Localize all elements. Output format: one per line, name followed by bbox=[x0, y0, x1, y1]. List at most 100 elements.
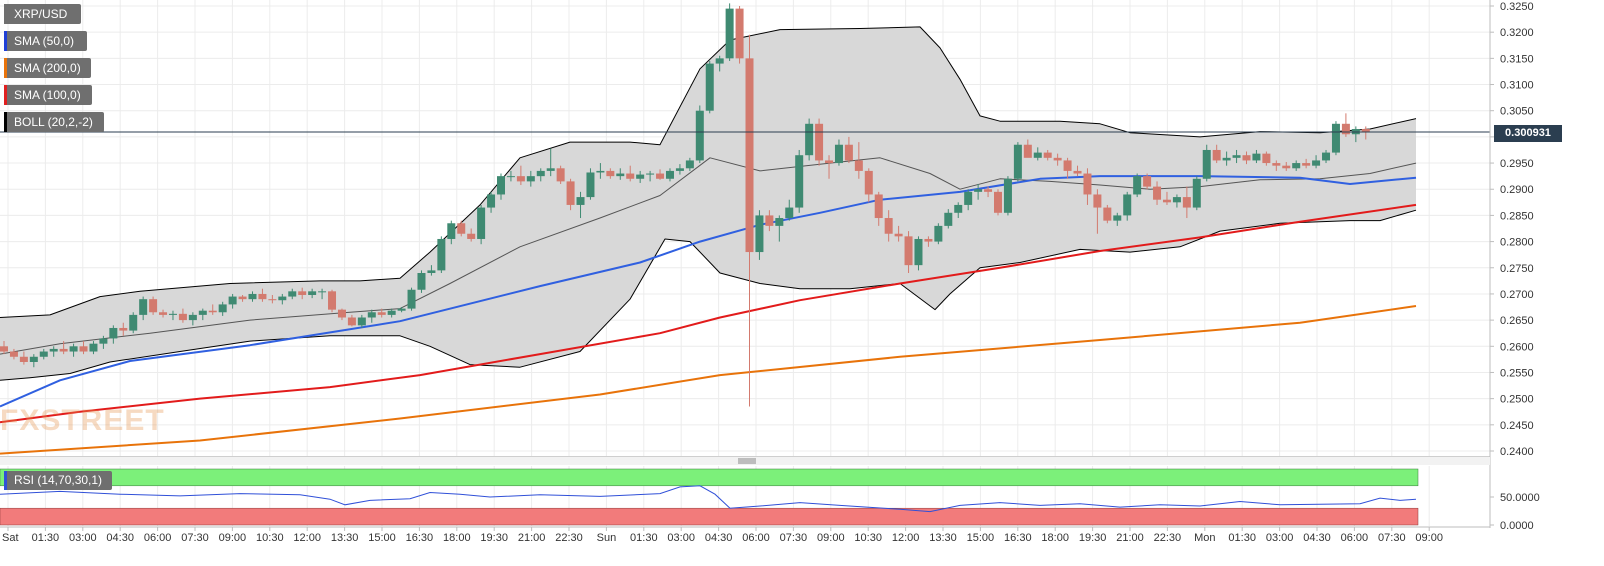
candle bbox=[29, 354, 38, 368]
y-tick-label: 0.2650 bbox=[1500, 315, 1534, 327]
candle bbox=[1252, 149, 1261, 164]
candle-body bbox=[198, 310, 207, 315]
candle bbox=[765, 210, 774, 232]
candle-body bbox=[49, 348, 58, 352]
candle-body bbox=[944, 212, 953, 226]
candle bbox=[586, 168, 595, 200]
candle-body bbox=[1262, 153, 1271, 164]
x-tick-label: Sat bbox=[2, 532, 19, 544]
candle-body bbox=[168, 313, 177, 315]
candle bbox=[685, 157, 694, 171]
candle bbox=[1123, 191, 1132, 221]
x-tick-label: 04:30 bbox=[106, 532, 134, 544]
candle bbox=[1063, 157, 1072, 179]
candles bbox=[0, 3, 1370, 407]
candle bbox=[834, 139, 843, 166]
x-tick-label: 18:00 bbox=[1041, 532, 1069, 544]
candle bbox=[1361, 126, 1370, 140]
candle bbox=[984, 186, 993, 198]
candle bbox=[526, 170, 535, 187]
rsi-legend-text: RSI (14,70,30,1) bbox=[14, 473, 103, 487]
sma-200-line bbox=[0, 305, 1417, 455]
candle bbox=[278, 293, 287, 305]
candle-body bbox=[785, 207, 794, 219]
y-tick-label: 0.3050 bbox=[1500, 106, 1534, 118]
x-tick-label: 09:00 bbox=[817, 532, 845, 544]
candle bbox=[596, 163, 605, 179]
candle bbox=[407, 287, 416, 311]
candle bbox=[854, 142, 863, 179]
candle bbox=[318, 288, 327, 300]
candle bbox=[89, 341, 98, 355]
candle-body bbox=[1083, 173, 1092, 195]
candle bbox=[715, 55, 724, 72]
candle bbox=[626, 165, 635, 182]
candle-body bbox=[328, 291, 337, 310]
candle-body bbox=[298, 291, 307, 295]
candle-body bbox=[844, 144, 853, 161]
candle bbox=[1053, 153, 1062, 166]
pane-divider-grip[interactable] bbox=[738, 458, 756, 464]
candle-body bbox=[626, 173, 635, 179]
fxstreet-watermark: FXSTREET bbox=[0, 404, 165, 437]
candle bbox=[1292, 160, 1301, 171]
candle bbox=[1103, 204, 1112, 224]
legend-item[interactable]: XRP/USD bbox=[4, 4, 81, 24]
candle-body bbox=[765, 215, 774, 226]
candle bbox=[646, 170, 655, 182]
candle bbox=[308, 288, 317, 299]
candle-body bbox=[407, 289, 416, 309]
x-tick-label: 06:00 bbox=[144, 532, 172, 544]
candle-body bbox=[914, 238, 923, 266]
candle-body bbox=[1272, 163, 1281, 166]
legend-item[interactable]: SMA (100,0) bbox=[4, 85, 92, 105]
y-tick-label: 0.3100 bbox=[1500, 80, 1534, 92]
candle-body bbox=[79, 346, 88, 352]
rsi-legend-label[interactable]: RSI (14,70,30,1) bbox=[4, 471, 112, 490]
candle-body bbox=[1123, 194, 1132, 216]
legend-item[interactable]: SMA (50,0) bbox=[4, 31, 87, 51]
legend-swatch bbox=[4, 4, 7, 24]
candle bbox=[1133, 173, 1142, 198]
legend-item[interactable]: SMA (200,0) bbox=[4, 58, 91, 78]
x-tick-label: 16:30 bbox=[406, 532, 434, 544]
candle-body bbox=[1093, 194, 1102, 208]
candle bbox=[69, 343, 78, 357]
candle bbox=[497, 173, 505, 200]
candle-body bbox=[188, 314, 197, 321]
rsi-pane: 50.0000 0.0000 bbox=[0, 468, 1540, 532]
candle-body bbox=[1133, 176, 1142, 195]
x-tick-label: 03:00 bbox=[1266, 532, 1294, 544]
candle-body bbox=[149, 299, 158, 313]
candle bbox=[487, 191, 496, 213]
candle-body bbox=[1103, 207, 1112, 221]
candle-body bbox=[516, 176, 525, 182]
candle-body bbox=[29, 356, 38, 362]
candle bbox=[1341, 113, 1350, 137]
candle-body bbox=[606, 170, 615, 177]
candle-body bbox=[1312, 160, 1321, 166]
x-tick-label: 12:00 bbox=[293, 532, 321, 544]
x-tick-label: 13:30 bbox=[331, 532, 359, 544]
candle bbox=[1322, 149, 1331, 164]
candle-body bbox=[39, 351, 48, 357]
candle-body bbox=[1292, 163, 1301, 169]
candle-body bbox=[208, 310, 217, 313]
candle bbox=[1153, 181, 1162, 205]
candle-body bbox=[556, 168, 565, 182]
candle bbox=[904, 231, 913, 273]
candle-body bbox=[19, 356, 28, 362]
legend-item[interactable]: BOLL (20,2,-2) bbox=[4, 112, 104, 132]
candle-body bbox=[497, 176, 505, 195]
x-tick-label: 07:30 bbox=[181, 532, 209, 544]
candle bbox=[109, 325, 118, 344]
legend-label: SMA (50,0) bbox=[14, 34, 75, 48]
candle-body bbox=[1043, 152, 1052, 158]
candle bbox=[447, 220, 456, 245]
candle-body bbox=[864, 170, 873, 195]
candle-body bbox=[715, 58, 724, 64]
candle-body bbox=[596, 170, 605, 173]
y-tick-label: 0.2900 bbox=[1500, 184, 1534, 196]
candle-body bbox=[725, 8, 734, 59]
